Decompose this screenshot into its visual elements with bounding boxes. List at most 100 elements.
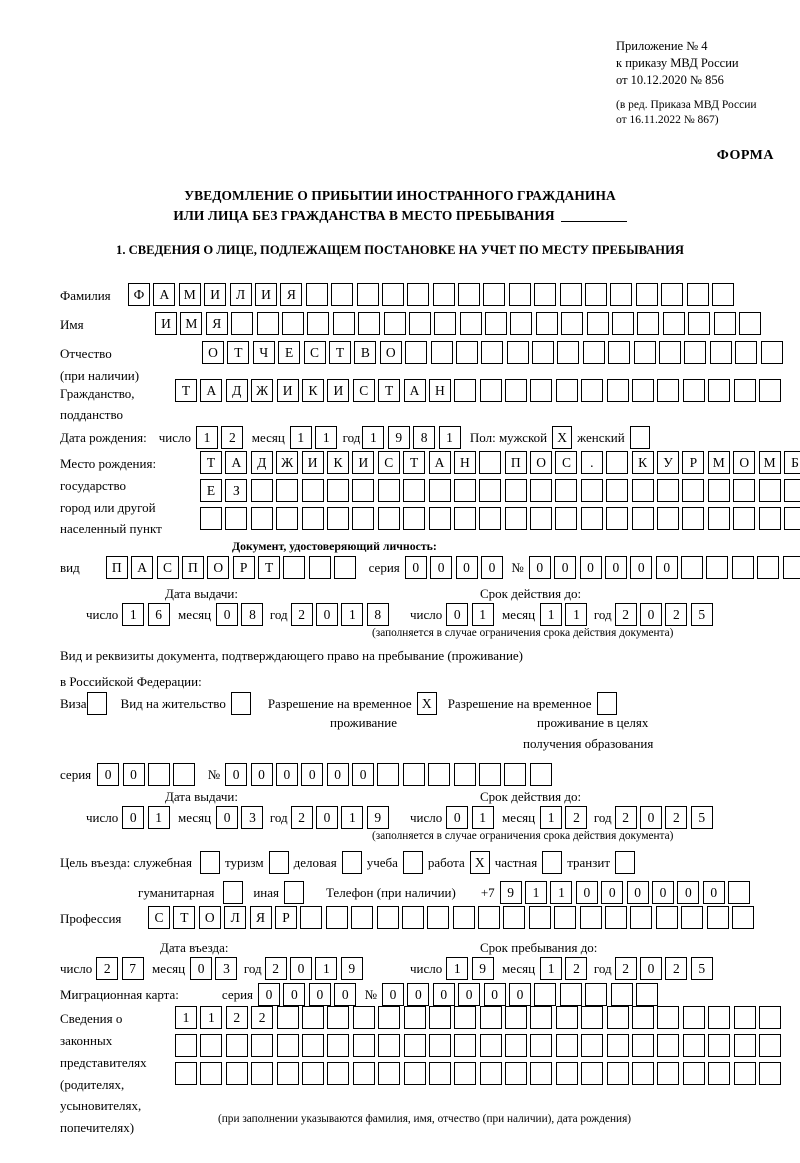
char-box[interactable] [352,1006,375,1029]
char-box[interactable]: 1 [525,881,548,904]
char-box[interactable] [682,507,705,530]
char-box[interactable]: В [354,341,377,364]
char-box[interactable]: 0 [483,983,506,1006]
char-box[interactable]: 0 [432,983,455,1006]
char-box[interactable] [428,1034,451,1057]
char-box[interactable] [657,479,680,502]
char-box[interactable] [300,906,323,929]
char-box[interactable] [479,379,502,402]
char-box[interactable] [682,1062,705,1085]
char-box[interactable]: 1 [362,426,385,449]
char-box[interactable]: 2 [290,806,313,829]
char-box[interactable] [405,341,428,364]
char-box[interactable]: 0 [446,603,469,626]
char-box[interactable] [378,1062,401,1085]
char-box[interactable]: С [377,451,400,474]
char-box[interactable] [606,379,629,402]
char-box[interactable] [503,906,526,929]
char-box[interactable] [581,1034,604,1057]
char-box[interactable]: 0 [508,983,531,1006]
char-box[interactable] [175,1034,197,1057]
char-box[interactable]: 0 [554,556,577,579]
char-box[interactable]: 0 [290,957,312,980]
char-box[interactable]: 2 [665,957,688,980]
char-box[interactable] [635,283,658,306]
char-box[interactable]: 0 [258,983,281,1006]
char-box[interactable]: О [733,451,756,474]
char-box[interactable] [631,479,654,502]
char-box[interactable] [580,479,603,502]
char-box[interactable] [783,507,800,530]
char-box[interactable]: А [428,451,451,474]
char-box[interactable] [454,1062,477,1085]
char-box[interactable] [276,1034,299,1057]
char-box[interactable]: 0 [122,763,145,786]
char-box[interactable] [325,906,348,929]
char-box[interactable]: 0 [316,806,338,829]
char-box[interactable] [530,1062,553,1085]
char-box[interactable] [681,556,704,579]
char-box[interactable] [454,379,477,402]
char-box[interactable]: 0 [640,957,662,980]
char-box[interactable]: 0 [446,806,469,829]
char-box[interactable] [555,379,578,402]
char-box[interactable]: Ч [252,341,275,364]
char-box[interactable]: . [580,451,603,474]
char-box[interactable]: 1 [540,603,563,626]
char-box[interactable] [352,1062,375,1085]
char-box[interactable] [200,507,222,530]
char-box[interactable] [432,283,455,306]
char-box[interactable] [403,1006,426,1029]
char-box[interactable] [731,906,754,929]
char-box[interactable] [585,283,608,306]
char-box[interactable] [630,906,653,929]
char-box[interactable] [401,906,424,929]
char-box[interactable] [559,983,582,1006]
char-box[interactable] [606,1006,629,1029]
char-box[interactable]: 3 [215,957,238,980]
char-box[interactable]: А [225,451,248,474]
char-box[interactable] [479,479,502,502]
char-box[interactable]: 0 [677,881,700,904]
char-box[interactable]: Т [175,379,197,402]
char-box[interactable] [408,312,431,335]
char-box[interactable] [528,906,551,929]
char-box[interactable] [681,906,704,929]
char-box[interactable]: С [303,341,326,364]
char-box[interactable]: М [707,451,730,474]
char-box[interactable]: С [156,556,179,579]
char-box[interactable] [251,1034,274,1057]
char-box[interactable]: 8 [413,426,436,449]
char-box[interactable]: 2 [665,603,688,626]
char-box[interactable] [376,906,399,929]
char-box[interactable]: О [202,341,224,364]
char-box[interactable] [301,1034,324,1057]
char-box[interactable] [758,507,781,530]
char-box[interactable]: 2 [565,957,588,980]
purpose-private-checkbox[interactable] [542,851,563,874]
char-box[interactable] [579,906,602,929]
char-box[interactable] [637,312,660,335]
char-box[interactable] [530,379,553,402]
char-box[interactable] [276,1006,299,1029]
char-box[interactable]: З [225,479,248,502]
char-box[interactable]: Б [783,451,800,474]
char-box[interactable]: 1 [195,426,218,449]
char-box[interactable] [453,507,476,530]
char-box[interactable]: Р [274,906,297,929]
char-box[interactable] [200,1062,223,1085]
char-box[interactable] [708,379,731,402]
char-box[interactable]: О [379,341,402,364]
char-box[interactable] [708,1006,731,1029]
char-box[interactable] [684,341,707,364]
char-box[interactable]: Е [278,341,301,364]
char-box[interactable]: 2 [264,957,287,980]
